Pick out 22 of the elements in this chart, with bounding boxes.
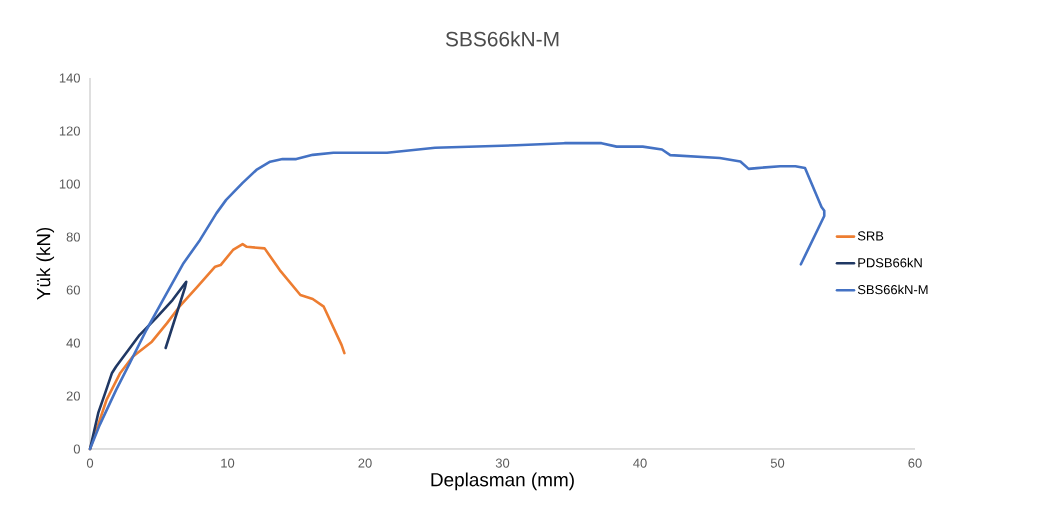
y-axis-title: Yük (kN): [36, 227, 55, 300]
line-series: [88, 141, 826, 451]
x-tick-label: 20: [358, 458, 372, 468]
legend-label: SBS66kN-M: [857, 284, 928, 295]
y-tick-label: 80: [66, 232, 80, 242]
y-tick-label: 60: [66, 285, 80, 295]
x-tick-label: 30: [495, 458, 510, 468]
y-tick-label: 140: [59, 73, 80, 83]
y-tick-label: 20: [66, 391, 80, 401]
legend-label: SRB: [857, 231, 884, 241]
y-tick-label: 40: [66, 338, 80, 348]
x-axis-title: Deplasman (mm): [431, 472, 574, 491]
y-tick-label: 120: [59, 126, 80, 136]
x-tick-label: 40: [633, 458, 647, 468]
chart-title: SBS66kN-M: [445, 31, 559, 47]
y-tick-label: 100: [59, 179, 80, 189]
x-tick-label: 10: [221, 458, 235, 468]
legend-label: PDSB66kN: [858, 257, 922, 268]
y-tick-label: 0: [73, 444, 80, 454]
x-tick-label: 50: [770, 458, 785, 468]
x-tick-label: 60: [908, 458, 922, 468]
x-tick-label: 0: [86, 458, 94, 468]
